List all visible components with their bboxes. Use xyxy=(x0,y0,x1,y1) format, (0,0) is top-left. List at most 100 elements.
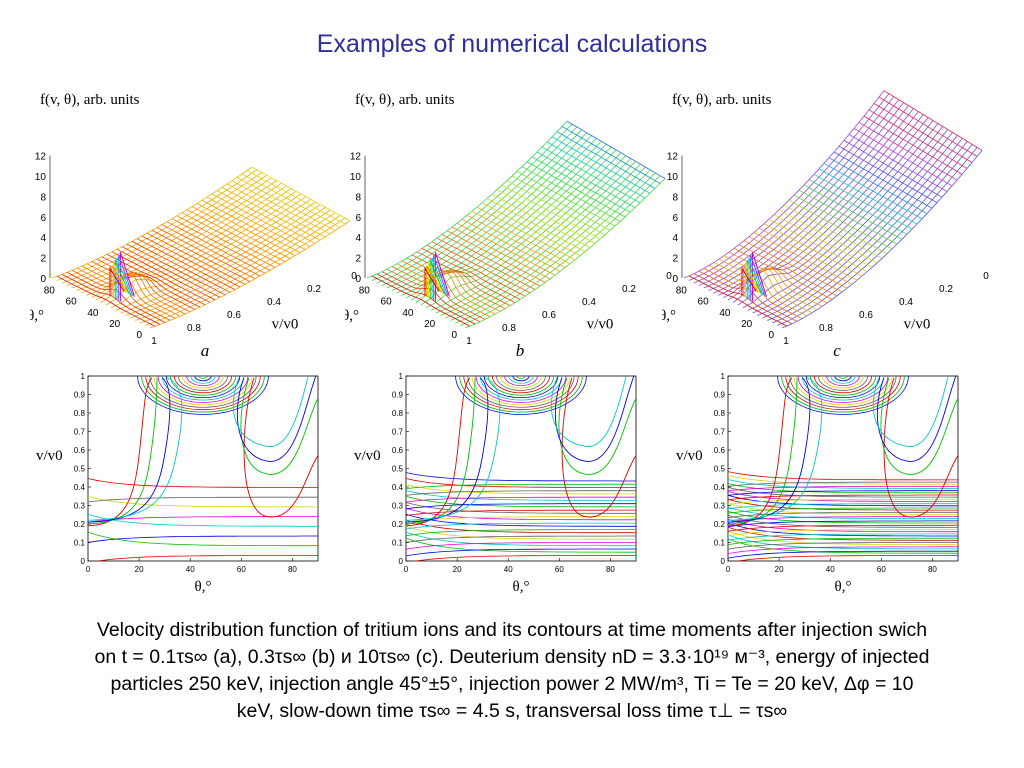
mesh-line xyxy=(241,173,341,228)
theta-tick-label: 40 xyxy=(402,308,414,319)
mesh-line xyxy=(116,248,216,301)
beam-peak-line xyxy=(426,265,442,297)
mesh-line xyxy=(445,166,646,319)
contour-plot-b: 0 0.1 0.2 0.3 0.4 0.5 0.6 0.7 0.8 0.9 1 0 20 40 60 80 v/… xyxy=(348,368,648,598)
contour-line xyxy=(406,490,636,501)
contour-line xyxy=(413,555,636,561)
mesh-line xyxy=(708,265,808,317)
caption-line-2: on t = 0.1τs∞ (a), 0.3τs∞ (b) и 10τs∞ (c… xyxy=(94,646,930,668)
mesh-line xyxy=(61,274,161,325)
subplot-letter: a xyxy=(201,341,210,360)
contour-line xyxy=(406,484,636,495)
mesh-line xyxy=(376,273,476,325)
contour-line xyxy=(728,490,958,496)
mesh-line xyxy=(838,145,938,204)
beam-peak-line xyxy=(424,266,440,296)
beam-peak-line xyxy=(429,260,445,299)
contour-line xyxy=(194,376,212,382)
mesh-line xyxy=(853,128,953,187)
beam-peak-line xyxy=(118,254,134,301)
mesh-line xyxy=(396,263,496,315)
z-axis: 0 2 4 6 8 10 12 xyxy=(35,152,51,285)
mesh-line xyxy=(206,196,306,250)
contour-line xyxy=(165,376,241,399)
mesh-line xyxy=(221,187,321,241)
caption-line-4: keV, slow-down time τs∞ = 4.5 s, transve… xyxy=(236,700,788,722)
contour-line xyxy=(728,537,958,546)
mesh-line xyxy=(496,189,596,244)
mesh-line xyxy=(401,260,501,312)
x-axis-label: θ,° xyxy=(835,579,852,595)
contour-line xyxy=(728,533,958,541)
mesh-line xyxy=(435,161,636,314)
mesh-line xyxy=(371,275,471,327)
contour-line xyxy=(728,534,958,550)
mesh-line xyxy=(381,271,481,323)
mesh-line xyxy=(181,212,281,265)
z-tick-label: 6 xyxy=(40,213,46,224)
x-tick-label: 20 xyxy=(775,565,784,574)
contour-plot-c-svg: 0 0.1 0.2 0.3 0.4 0.5 0.6 0.7 0.8 0.9 1 0 20 40 60 80 v/… xyxy=(676,372,959,595)
x-tick-label: 0 xyxy=(726,565,731,574)
x-tick-label: 60 xyxy=(237,565,246,574)
mesh-line xyxy=(216,190,316,244)
x-tick-label: 0 xyxy=(404,565,409,574)
theta-axis-label: θ,° xyxy=(662,308,676,324)
surface-mesh xyxy=(367,121,666,329)
beam-peak-line xyxy=(112,262,128,298)
contour-line xyxy=(777,376,909,415)
v-axis-label: v/v0 xyxy=(587,316,614,332)
mesh-line xyxy=(126,243,226,296)
y-tick-label: 0.1 xyxy=(392,539,404,548)
mesh-line xyxy=(446,230,546,283)
v-tick-label: 0.4 xyxy=(267,297,281,308)
y-axis: 0 0.1 0.2 0.3 0.4 0.5 0.6 0.7 0.8 0.9 1 xyxy=(392,372,409,566)
z-tick-label: 0 xyxy=(355,274,361,285)
mesh-line xyxy=(793,194,893,250)
mesh-line xyxy=(516,170,616,227)
theta-tick-label: 20 xyxy=(109,319,121,330)
contour-line xyxy=(728,516,958,523)
x-tick-label: 60 xyxy=(877,565,886,574)
mesh-line xyxy=(808,179,908,235)
x-tick-label: 0 xyxy=(86,565,91,574)
v-tick-label: 0.4 xyxy=(582,297,596,308)
theta-tick-label: 0 xyxy=(451,330,457,341)
contour-plot-b-svg: 0 0.1 0.2 0.3 0.4 0.5 0.6 0.7 0.8 0.9 1 0 20 40 60 80 v/… xyxy=(354,372,637,595)
contour-lines xyxy=(406,376,636,561)
beam-peak-line xyxy=(748,257,764,300)
mesh-line xyxy=(778,209,878,264)
contour-line xyxy=(88,376,309,521)
y-axis: 0 0.1 0.2 0.3 0.4 0.5 0.6 0.7 0.8 0.9 1 xyxy=(74,372,91,566)
mesh-line xyxy=(56,275,156,327)
y-axis: 0 0.1 0.2 0.3 0.4 0.5 0.6 0.7 0.8 0.9 1 xyxy=(714,372,731,566)
mesh-line xyxy=(440,163,641,316)
x-axis: 0 20 40 60 80 xyxy=(726,558,937,574)
contour-line xyxy=(463,376,579,411)
v-axis-label: v/v0 xyxy=(904,316,931,332)
mesh-line xyxy=(813,173,913,230)
contour-line xyxy=(406,509,636,516)
beam-peak-line xyxy=(114,260,130,299)
contour-line xyxy=(728,481,958,487)
contour-plot-frame xyxy=(87,375,319,562)
mesh-line xyxy=(693,273,793,325)
contour-line xyxy=(797,376,889,403)
y-tick-label: 0.4 xyxy=(74,483,86,492)
mesh-line xyxy=(166,221,266,274)
contour-line xyxy=(88,478,318,488)
beam-peak-line xyxy=(741,266,757,296)
mesh-line xyxy=(698,270,798,322)
mesh-line xyxy=(491,193,591,248)
theta-axis-label: θ,° xyxy=(30,308,44,324)
v-tick-label: 0 xyxy=(983,271,989,282)
theta-axis-label: θ,° xyxy=(345,308,359,324)
contour-line xyxy=(728,376,949,521)
contour-line xyxy=(728,486,958,492)
mesh-line xyxy=(511,175,611,231)
mesh-line xyxy=(698,99,900,286)
mesh-line xyxy=(753,232,853,285)
contour-plot-frame xyxy=(405,375,637,562)
beam-peak-line xyxy=(427,262,443,298)
surface-mesh xyxy=(684,91,983,329)
